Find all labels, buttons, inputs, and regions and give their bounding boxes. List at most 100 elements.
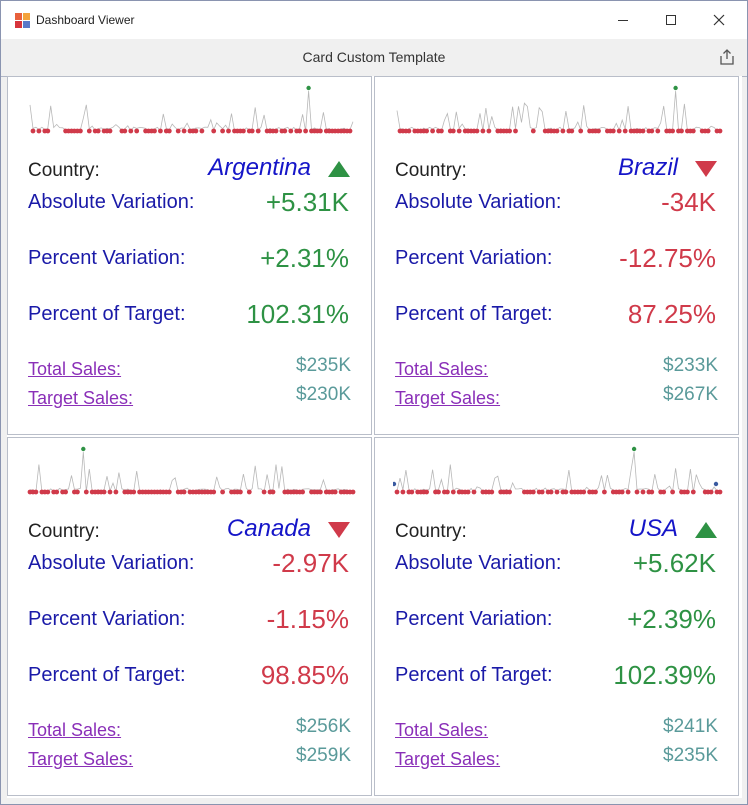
absolute-variation-value: -34K (661, 187, 716, 217)
sparkline-point (581, 489, 587, 495)
country-label: Country: (395, 521, 467, 542)
percent-variation-value: -1.15% (266, 604, 349, 634)
sparkline-point (578, 128, 584, 134)
sparkline-point (554, 489, 560, 495)
sparkline-point (45, 128, 51, 134)
sparkline-point (705, 128, 711, 134)
sparkline-point (530, 128, 536, 134)
sparkline-point (246, 489, 252, 495)
percent-of-target-value: 98.85% (260, 660, 349, 690)
card-brazil[interactable]: Country: Brazil Absolute Variation: -34K… (374, 76, 739, 435)
export-icon[interactable] (718, 48, 736, 66)
sparkline (393, 446, 723, 495)
sparkline-point (619, 489, 625, 495)
trend-arrow-icon (328, 522, 350, 538)
sparkline-point (288, 128, 294, 134)
sparkline-point (436, 489, 441, 495)
country-name: USA (628, 515, 678, 542)
sparkline-point (33, 489, 39, 495)
sparkline-max-point (673, 85, 678, 91)
sparkline-point (394, 489, 400, 495)
sparkline-point (717, 128, 723, 134)
card-grid: Country: Argentina Absolute Variation: +… (7, 76, 742, 798)
sparkline-point (30, 128, 36, 134)
country-label: Country: (28, 160, 100, 181)
sparkline-point (78, 128, 83, 134)
sparkline-point (445, 489, 450, 495)
sparkline (396, 85, 723, 134)
total-sales-link[interactable]: Total Sales: (395, 359, 489, 379)
percent-of-target-label: Percent of Target: (28, 303, 186, 325)
sparkline-point (474, 128, 480, 134)
sparkline-point (486, 128, 492, 134)
country-name: Canada (226, 515, 311, 542)
target-sales-link[interactable]: Target Sales: (28, 388, 134, 408)
sparkline-point (101, 489, 107, 495)
sparkline-point (406, 128, 412, 134)
sparkline-point (708, 489, 714, 495)
card-canada[interactable]: Country: Canada Absolute Variation: -2.9… (7, 437, 372, 796)
sparkline-max-point (81, 446, 86, 452)
dashboard-header: Card Custom Template (1, 39, 747, 77)
sparkline-point (131, 489, 137, 495)
sparkline-point (211, 128, 217, 134)
sparkline-point (220, 128, 226, 134)
sparkline-point (450, 128, 456, 134)
target-sales-link[interactable]: Target Sales: (395, 749, 501, 769)
sparkline-point (513, 128, 518, 134)
percent-variation-label: Percent Variation: (28, 608, 186, 630)
maximize-button[interactable] (651, 7, 691, 33)
percent-of-target-label: Percent of Target: (395, 303, 553, 325)
percent-of-target-value: 102.39% (613, 660, 716, 690)
sparkline-point (685, 489, 690, 495)
sparkline-point (424, 128, 429, 134)
close-button[interactable] (699, 7, 739, 33)
target-sales-value: $259K (296, 745, 351, 766)
sparkline-point (622, 128, 628, 134)
sparkline (29, 85, 354, 134)
trend-arrow-icon (328, 161, 350, 177)
window-title: Dashboard Viewer (36, 13, 135, 27)
sparkline-point (54, 489, 60, 495)
sparkline-point (596, 128, 601, 134)
sparkline-point (107, 489, 113, 495)
close-icon (713, 14, 725, 26)
sparkline-point (616, 128, 622, 134)
sparkline-point (300, 489, 305, 495)
sparkline-point (273, 128, 279, 134)
title-bar: Dashboard Viewer (1, 1, 747, 39)
sparkline-point (649, 128, 655, 134)
sparkline-point (75, 489, 80, 495)
total-sales-link[interactable]: Total Sales: (395, 720, 489, 740)
sparkline-point (193, 128, 199, 134)
trend-arrow-icon (695, 161, 717, 177)
card-argentina[interactable]: Country: Argentina Absolute Variation: +… (7, 76, 372, 435)
minimize-button[interactable] (603, 7, 643, 33)
sparkline-point (640, 128, 646, 134)
country-name: Brazil (617, 154, 678, 181)
total-sales-link[interactable]: Total Sales: (28, 720, 122, 740)
card-usa[interactable]: Country: USA Absolute Variation: +5.62K … (374, 437, 739, 796)
sparkline-point (83, 489, 89, 495)
sparkline-point (456, 128, 462, 134)
dashboard-title: Card Custom Template (302, 49, 446, 65)
percent-variation-value: -12.75% (619, 243, 716, 273)
sparkline-point (465, 489, 471, 495)
target-sales-link[interactable]: Target Sales: (28, 749, 134, 769)
target-sales-link[interactable]: Target Sales: (395, 388, 501, 408)
sparkline-point (439, 128, 444, 134)
sparkline-point (282, 128, 288, 134)
total-sales-link[interactable]: Total Sales: (28, 359, 122, 379)
sparkline-point (303, 128, 308, 134)
sparkline-point (602, 489, 607, 495)
sparkline-point (430, 128, 435, 134)
sparkline-point (507, 128, 512, 134)
sparkline-point (175, 128, 181, 134)
sparkline-point (241, 128, 246, 134)
sparkline-point (128, 128, 134, 134)
sparkline-point (690, 128, 696, 134)
sparkline-point (166, 128, 172, 134)
absolute-variation-value: -2.97K (272, 548, 349, 578)
sparkline-point (554, 128, 560, 134)
sparkline-point (36, 128, 42, 134)
